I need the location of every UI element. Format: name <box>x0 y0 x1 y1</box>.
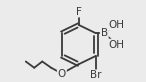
Text: Br: Br <box>90 70 101 80</box>
Text: O: O <box>58 69 66 79</box>
Text: B: B <box>101 28 108 38</box>
Text: F: F <box>76 7 82 17</box>
Text: OH: OH <box>108 20 124 30</box>
Text: OH: OH <box>108 40 124 50</box>
